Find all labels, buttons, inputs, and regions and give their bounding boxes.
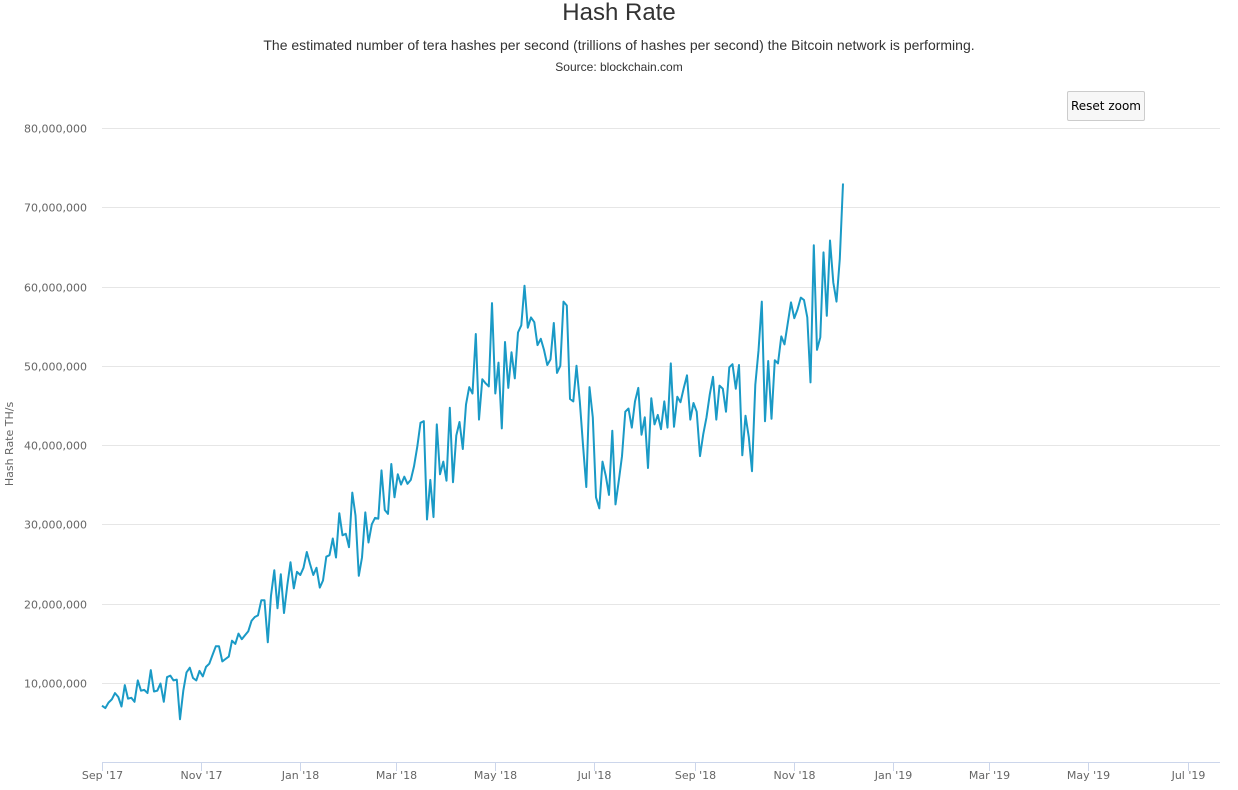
x-tick-label: Nov '17 — [181, 769, 223, 782]
y-tick-label: 30,000,000 — [24, 519, 87, 532]
y-tick-label: 70,000,000 — [24, 202, 87, 215]
x-axis: Sep '17 Nov '17 Jan '18 Mar '18 May '18 Jul '… — [82, 762, 1220, 782]
x-tick-label: Jan '18 — [281, 769, 319, 782]
x-tick-label: Mar '19 — [969, 769, 1010, 782]
x-tick-label: Sep '18 — [675, 769, 716, 782]
chart-subtitle: The estimated number of tera hashes per … — [263, 37, 975, 53]
y-tick-label: 80,000,000 — [24, 123, 87, 136]
x-tick-label: Mar '18 — [376, 769, 417, 782]
x-tick-label: Jul '18 — [577, 769, 612, 782]
y-tick-label: 40,000,000 — [24, 440, 87, 453]
x-tick-label: Sep '17 — [82, 769, 123, 782]
reset-zoom-button[interactable]: Reset zoom — [1067, 91, 1145, 121]
x-tick-label: May '19 — [1067, 769, 1110, 782]
y-tick-label: 10,000,000 — [24, 678, 87, 691]
x-tick-label: Jul '19 — [1171, 769, 1206, 782]
x-tick-label: Nov '18 — [774, 769, 816, 782]
y-tick-label: 50,000,000 — [24, 361, 87, 374]
x-tick-label: May '18 — [474, 769, 517, 782]
y-axis-label: Hash Rate TH/s — [3, 402, 16, 487]
y-axis-ticks: 10,000,000 20,000,000 30,000,000 40,000,000… — [24, 123, 87, 691]
chart-title: Hash Rate — [562, 0, 676, 26]
y-tick-label: 60,000,000 — [24, 282, 87, 295]
chart-source: Source: blockchain.com — [555, 60, 683, 74]
grid-lines — [102, 128, 1220, 684]
x-tick-label: Jan '19 — [874, 769, 912, 782]
series-line[interactable] — [101, 183, 844, 721]
y-tick-label: 20,000,000 — [24, 599, 87, 612]
